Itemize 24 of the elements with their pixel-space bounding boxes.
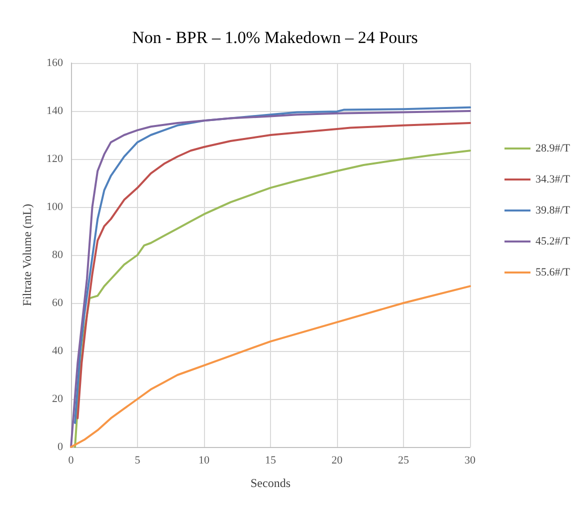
y-tick-label: 120 <box>46 153 64 165</box>
x-tick-label: 0 <box>68 454 74 466</box>
legend-label: 34.3#/T <box>535 174 570 186</box>
x-axis-title: Seconds <box>250 476 291 490</box>
x-tick-label: 30 <box>464 454 476 466</box>
x-tick-label: 10 <box>198 454 210 466</box>
x-tick-label: 25 <box>398 454 410 466</box>
chart-title: Non - BPR – 1.0% Makedown – 24 Pours <box>132 28 418 47</box>
legend-label: 28.9#/T <box>535 142 570 154</box>
x-tick-label: 20 <box>332 454 343 466</box>
y-tick-label: 60 <box>52 297 64 309</box>
legend-label: 55.6#/T <box>535 266 570 278</box>
y-tick-label: 40 <box>52 345 64 357</box>
y-tick-label: 0 <box>58 441 64 453</box>
legend-label: 39.8#/T <box>535 204 570 216</box>
y-axis-title: Filtrate Volume (mL) <box>20 204 34 306</box>
y-tick-label: 80 <box>52 249 64 261</box>
y-tick-label: 160 <box>46 57 64 69</box>
y-tick-label: 140 <box>46 105 64 117</box>
legend-label: 45.2#/T <box>535 236 570 248</box>
y-tick-label: 100 <box>46 201 64 213</box>
x-tick-label: 5 <box>134 454 141 466</box>
x-tick-label: 15 <box>265 454 276 466</box>
y-tick-label: 20 <box>52 393 64 405</box>
